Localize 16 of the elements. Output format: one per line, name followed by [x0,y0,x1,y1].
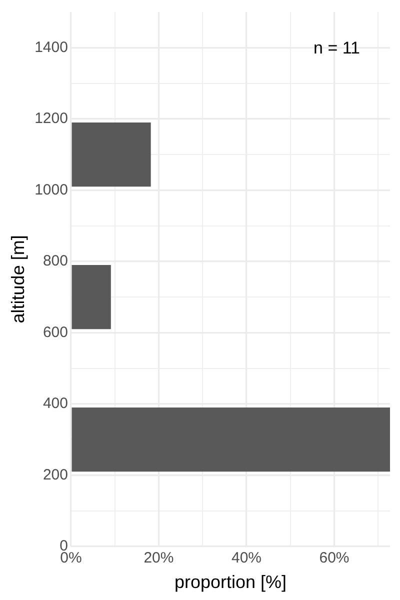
bar [72,407,390,472]
y-axis-title: altitude [m] [8,235,28,324]
y-tick-label: 200 [42,466,68,484]
y-tick-label: 400 [42,395,68,412]
bar [72,264,111,330]
x-tick-label: 20% [144,550,174,567]
y-tick-label: 1200 [34,110,68,128]
y-tick-label: 600 [42,324,68,341]
annotation: n = 11 [314,38,360,58]
y-tick-label: 800 [42,252,68,270]
x-tick-label: 60% [319,550,350,567]
bar [72,122,151,187]
y-tick-label: 1400 [34,38,68,56]
x-tick-label: 40% [231,550,262,567]
y-tick-label: 1000 [34,181,68,198]
x-axis-title: proportion [%] [174,572,287,592]
